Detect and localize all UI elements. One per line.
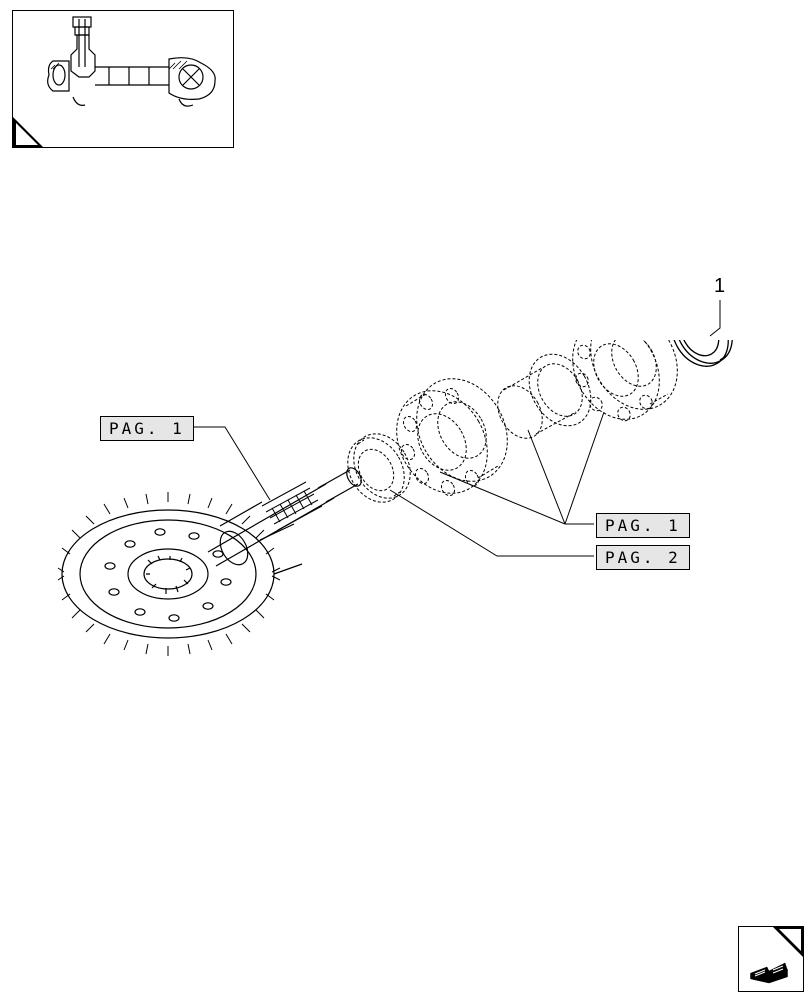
ring-gear [58, 492, 302, 656]
page-ref-right-2: PAG. 2 [596, 545, 690, 570]
bearing-outer [555, 340, 694, 435]
shim-ring [660, 340, 743, 376]
page-canvas: 1 PAG. 1 PAG. 1 PAG. 2 [0, 0, 812, 1000]
page-ref-right-1: PAG. 1 [596, 513, 690, 538]
axle-thumbnail [12, 10, 234, 148]
callout-1: 1 [714, 275, 725, 298]
thumbnail-corner [13, 117, 43, 147]
axle-thumbnail-drawing [19, 15, 229, 135]
pinion-shaft [208, 465, 364, 569]
bearing-inner [379, 362, 526, 510]
book-open-icon [747, 945, 791, 985]
page-ref-left: PAG. 1 [100, 416, 194, 441]
manual-icon [738, 926, 804, 992]
